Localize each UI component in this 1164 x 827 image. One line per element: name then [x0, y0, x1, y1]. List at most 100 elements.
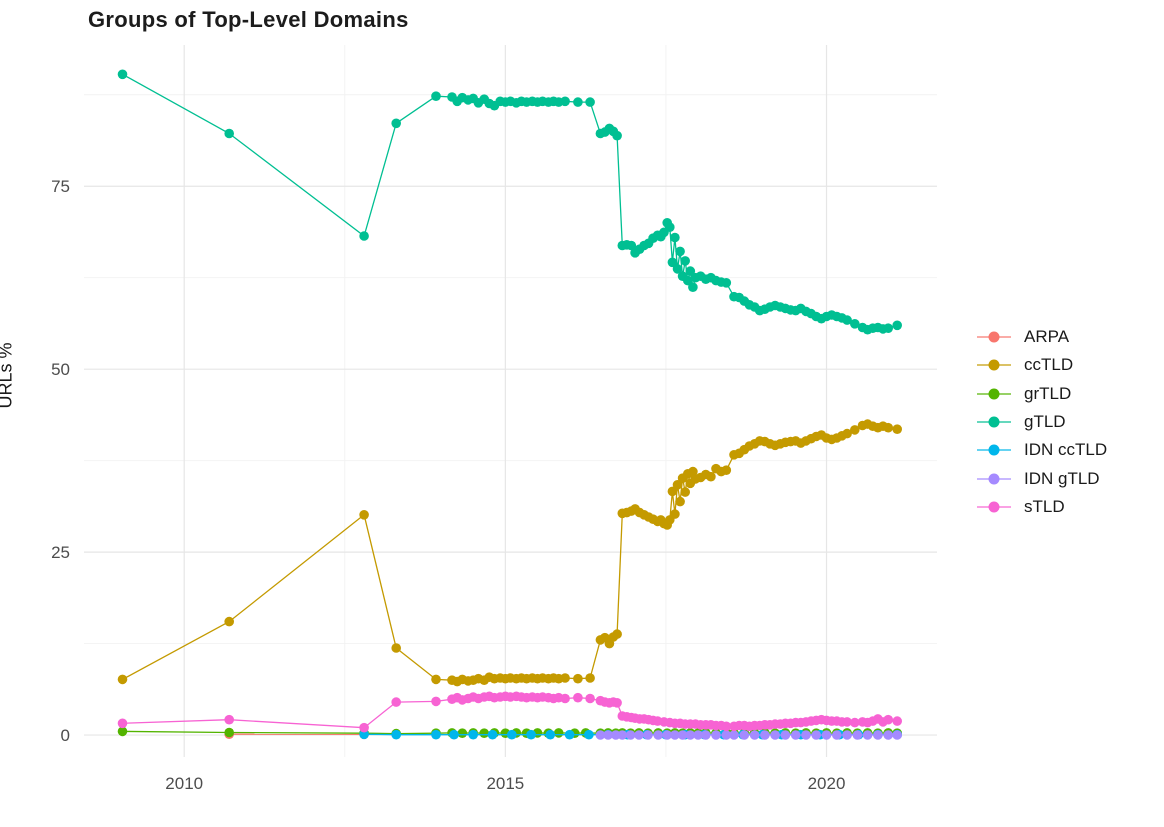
series-ARPA [224, 729, 369, 740]
data-point [842, 717, 852, 727]
data-point [224, 714, 234, 725]
legend-key-icon [977, 331, 1011, 343]
data-point [675, 496, 685, 507]
data-point [677, 730, 688, 740]
data-point [224, 128, 234, 139]
data-point [449, 729, 459, 740]
legend-item-ARPA: ARPA [976, 323, 1107, 351]
data-point [359, 729, 369, 740]
data-point [892, 320, 902, 331]
legend: ARPA ccTLD grTLD gTLD IDN ccTLD IDN gTLD sTLD [976, 323, 1107, 521]
data-point [842, 428, 852, 439]
data-point [626, 240, 637, 251]
data-point [883, 730, 893, 740]
data-point [612, 130, 622, 141]
data-point [883, 422, 893, 433]
data-point [553, 728, 564, 738]
legend-key-icon [977, 501, 1011, 513]
data-point [595, 730, 606, 740]
data-point [680, 256, 690, 266]
legend-item-ccTLD: ccTLD [976, 351, 1107, 379]
legend-item-label: IDN ccTLD [1024, 440, 1108, 460]
data-point [117, 69, 128, 80]
data-point [862, 730, 873, 740]
data-point [729, 730, 739, 740]
legend-item-IDN-ccTLD: IDN ccTLD [976, 436, 1107, 464]
data-point [603, 730, 613, 740]
legend-item-grTLD: grTLD [976, 380, 1107, 408]
data-point [721, 465, 732, 476]
legend-item-gTLD: gTLD [976, 408, 1107, 436]
data-point [670, 232, 680, 243]
data-point [573, 97, 583, 107]
data-point [670, 509, 680, 519]
series-ccTLD [117, 419, 902, 687]
x-tick-label: 2010 [165, 774, 203, 793]
data-point [662, 730, 672, 740]
data-point [739, 730, 750, 740]
data-point [634, 730, 644, 740]
data-point [584, 729, 594, 740]
chart-title: Groups of Top-Level Domains [88, 7, 409, 32]
data-point [811, 730, 821, 740]
data-point [560, 673, 570, 683]
legend-key-icon [977, 416, 1011, 428]
series-line [122, 423, 898, 683]
data-point [667, 257, 678, 268]
data-point [842, 730, 852, 740]
data-point [883, 714, 893, 725]
data-point [359, 722, 369, 733]
x-tick-label: 2015 [486, 774, 524, 793]
data-point [545, 729, 556, 740]
data-point [688, 282, 698, 293]
data-point [612, 698, 622, 708]
data-point [431, 91, 441, 101]
data-point [672, 264, 683, 274]
legend-item-IDN-gTLD: IDN gTLD [976, 464, 1107, 492]
data-point [391, 697, 402, 707]
data-point [680, 487, 690, 497]
y-tick-label: 75 [51, 177, 70, 196]
data-point [770, 730, 780, 740]
series-gTLD [117, 69, 902, 335]
data-point [653, 730, 663, 740]
data-point [883, 323, 893, 334]
legend-item-label: sTLD [1024, 496, 1065, 516]
data-point [224, 616, 234, 627]
data-point [842, 315, 852, 325]
series-sTLD [117, 691, 902, 733]
data-point [721, 721, 732, 732]
data-point [526, 729, 536, 740]
legend-key-icon [977, 388, 1011, 400]
data-point [706, 471, 716, 482]
data-point [431, 696, 441, 707]
data-point [688, 466, 698, 477]
legend-item-label: ccTLD [1024, 355, 1074, 375]
data-point [852, 730, 863, 740]
data-point [760, 730, 770, 740]
legend-item-label: ARPA [1024, 327, 1070, 347]
data-point [479, 728, 490, 738]
data-point [573, 692, 583, 703]
data-point [585, 693, 595, 704]
data-point [507, 729, 517, 740]
legend-item-label: gTLD [1024, 412, 1066, 432]
data-point [832, 730, 842, 740]
data-point [675, 246, 685, 257]
data-point [685, 266, 696, 276]
data-point [391, 729, 402, 740]
data-point [683, 275, 693, 286]
legend-item-label: grTLD [1024, 383, 1072, 403]
data-point [670, 730, 680, 740]
data-point [224, 727, 234, 738]
data-point [821, 730, 832, 740]
data-point [564, 729, 575, 740]
data-point [431, 674, 441, 685]
data-point [801, 730, 811, 740]
data-point [117, 674, 128, 685]
data-point [117, 726, 128, 737]
data-point [685, 730, 696, 740]
data-point [780, 730, 791, 740]
data-point [625, 730, 636, 740]
